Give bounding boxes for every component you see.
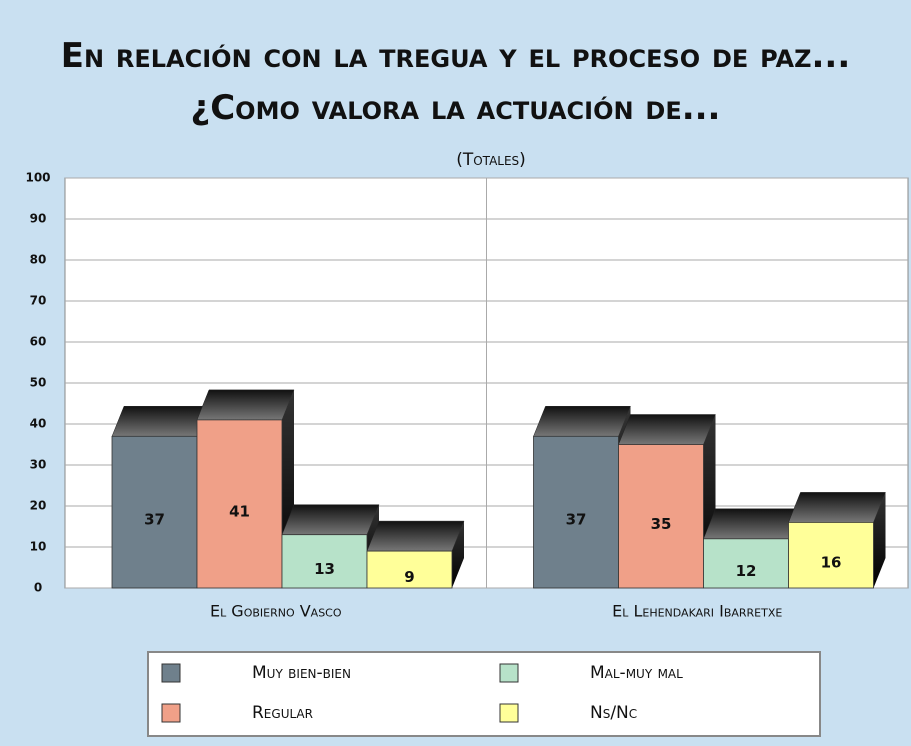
x-tick-label: El Lehendakari Ibarretxe bbox=[612, 602, 782, 621]
value-label: 12 bbox=[736, 562, 757, 580]
bar-top bbox=[197, 390, 294, 420]
value-label: 37 bbox=[566, 511, 587, 529]
bar-top bbox=[282, 505, 379, 535]
legend-label: Muy bien-bien bbox=[252, 663, 351, 683]
legend-label: Regular bbox=[252, 703, 313, 723]
chart-title: En relación con la tregua y el proceso d… bbox=[40, 30, 871, 134]
legend-swatch bbox=[162, 664, 180, 682]
y-tick-label: 50 bbox=[30, 376, 47, 390]
legend-swatch bbox=[162, 704, 180, 722]
legend-label: Mal-muy mal bbox=[590, 663, 683, 683]
bar-top bbox=[534, 406, 631, 436]
y-tick-label: 40 bbox=[30, 417, 47, 431]
bar-top bbox=[704, 509, 801, 539]
bar-top bbox=[367, 521, 464, 551]
legend-swatch bbox=[500, 704, 518, 722]
value-label: 9 bbox=[404, 568, 414, 586]
y-tick-label: 100 bbox=[25, 171, 50, 185]
y-tick-label: 90 bbox=[30, 212, 47, 226]
y-tick-label: 60 bbox=[30, 335, 47, 349]
y-tick-label: 30 bbox=[30, 458, 47, 472]
y-tick-label: 10 bbox=[30, 540, 47, 554]
value-label: 37 bbox=[144, 511, 165, 529]
y-tick-label: 80 bbox=[30, 253, 47, 267]
bar-top bbox=[619, 415, 716, 445]
value-label: 13 bbox=[314, 560, 335, 578]
legend bbox=[148, 652, 820, 736]
legend-swatch bbox=[500, 664, 518, 682]
bar-top bbox=[789, 492, 886, 522]
x-tick-label: El Gobierno Vasco bbox=[210, 602, 342, 621]
bar-top bbox=[112, 406, 209, 436]
page: (Totales) 0 10 20 30 40 50 60 70 80 90 100 El Gobie… bbox=[0, 0, 911, 746]
y-tick-label: 20 bbox=[30, 499, 47, 513]
y-tick-label: 70 bbox=[30, 294, 47, 308]
value-label: 16 bbox=[821, 554, 842, 572]
chart-subtitle: (Totales) bbox=[456, 150, 526, 170]
value-label: 41 bbox=[229, 502, 250, 520]
y-tick-label: 0 bbox=[34, 581, 42, 595]
value-label: 35 bbox=[651, 515, 672, 533]
legend-label: Ns/Nc bbox=[590, 703, 637, 723]
